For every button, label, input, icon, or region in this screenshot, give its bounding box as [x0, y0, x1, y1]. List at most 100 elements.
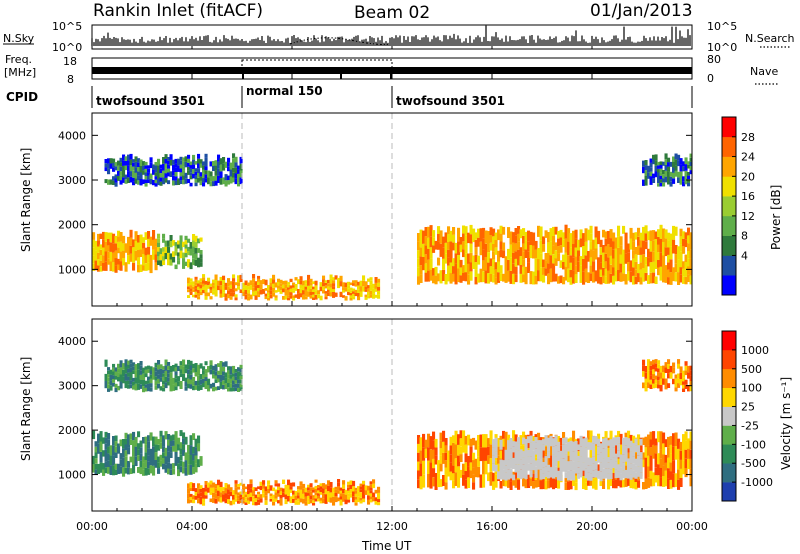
- data-cell: [672, 362, 676, 368]
- data-cell: [179, 168, 183, 173]
- colorbar-frame: [721, 330, 737, 502]
- velocity-heatmap: [92, 319, 692, 511]
- data-cell: [289, 288, 293, 292]
- data-cell: [252, 493, 256, 497]
- data-cell: [594, 436, 598, 445]
- data-cell: [339, 496, 343, 500]
- data-cell: [684, 262, 688, 270]
- data-cell: [607, 257, 611, 271]
- data-cell: [552, 470, 556, 479]
- data-cell: [634, 458, 638, 466]
- data-cell: [607, 231, 611, 245]
- data-cell: [147, 448, 151, 455]
- data-cell: [122, 457, 126, 468]
- data-cell: [149, 465, 153, 474]
- data-cell: [332, 280, 336, 284]
- data-cell: [282, 296, 286, 300]
- data-cell: [682, 384, 686, 389]
- data-cell: [637, 466, 641, 477]
- data-cell: [314, 285, 318, 291]
- data-cell: [99, 244, 103, 250]
- data-cell: [687, 258, 691, 267]
- data-cell: [684, 276, 688, 285]
- data-cell: [252, 490, 256, 494]
- data-cell: [359, 483, 363, 487]
- data-cell: [674, 378, 678, 383]
- data-cell: [604, 268, 608, 277]
- data-cell: [329, 497, 333, 503]
- data-cell: [207, 277, 211, 282]
- data-cell: [642, 179, 646, 186]
- data-cell: [107, 384, 111, 389]
- data-cell: [264, 491, 268, 496]
- data-cell: [437, 226, 441, 234]
- data-cell: [622, 454, 626, 463]
- data-cell: [192, 453, 196, 461]
- data-cell: [269, 278, 273, 283]
- colorbar-swatch: [722, 425, 736, 445]
- data-cell: [194, 247, 198, 254]
- data-cell: [119, 171, 123, 176]
- data-cell: [274, 492, 278, 496]
- data-cell: [674, 432, 678, 447]
- data-cell: [534, 480, 538, 488]
- nsky-tick-bottom-right: 10^0: [707, 41, 737, 54]
- data-cell: [199, 492, 203, 497]
- data-cell: [217, 363, 221, 367]
- data-cell: [622, 225, 626, 234]
- data-cell: [179, 448, 183, 455]
- data-cell: [189, 262, 193, 270]
- data-cell: [212, 176, 216, 182]
- data-cell: [314, 294, 318, 300]
- data-cell: [179, 385, 183, 389]
- data-cell: [97, 246, 101, 253]
- data-cell: [214, 175, 218, 181]
- data-cell: [162, 446, 166, 453]
- data-cell: [374, 277, 378, 280]
- data-cell: [127, 434, 131, 441]
- data-cell: [509, 468, 513, 479]
- data-cell: [232, 292, 236, 297]
- data-cell: [132, 247, 136, 255]
- data-cell: [524, 449, 528, 459]
- data-cell: [342, 493, 346, 498]
- data-cell: [469, 262, 473, 272]
- data-cell: [519, 459, 523, 470]
- data-cell: [587, 472, 591, 481]
- data-cell: [557, 231, 561, 239]
- data-cell: [352, 491, 356, 497]
- data-cell: [462, 233, 466, 242]
- data-cell: [534, 466, 538, 473]
- data-cell: [339, 490, 343, 494]
- data-cell: [97, 463, 101, 474]
- data-cell: [567, 268, 571, 283]
- data-cell: [192, 169, 196, 174]
- data-cell: [192, 377, 196, 382]
- data-cell: [147, 168, 151, 173]
- data-cell: [157, 462, 161, 469]
- data-cell: [132, 362, 136, 367]
- data-cell: [209, 365, 213, 370]
- data-cell: [324, 489, 328, 495]
- data-cell: [139, 440, 143, 448]
- data-cell: [177, 381, 181, 387]
- data-cell: [624, 453, 628, 462]
- data-cell: [189, 278, 193, 282]
- data-cell: [679, 450, 683, 460]
- data-cell: [112, 465, 116, 476]
- data-cell: [639, 232, 643, 241]
- data-cell: [539, 254, 543, 268]
- data-cell: [142, 456, 146, 463]
- data-cell: [689, 375, 692, 381]
- colorbar-tick-label: 12: [741, 210, 755, 223]
- data-cell: [197, 238, 201, 244]
- data-cell: [224, 488, 228, 494]
- data-cell: [159, 164, 163, 169]
- data-cell: [649, 455, 653, 463]
- data-cell: [567, 455, 571, 465]
- data-cell: [469, 438, 473, 447]
- data-cell: [129, 171, 133, 177]
- data-cell: [189, 248, 193, 256]
- y-tick-label: 2000: [58, 424, 86, 437]
- data-cell: [472, 474, 476, 483]
